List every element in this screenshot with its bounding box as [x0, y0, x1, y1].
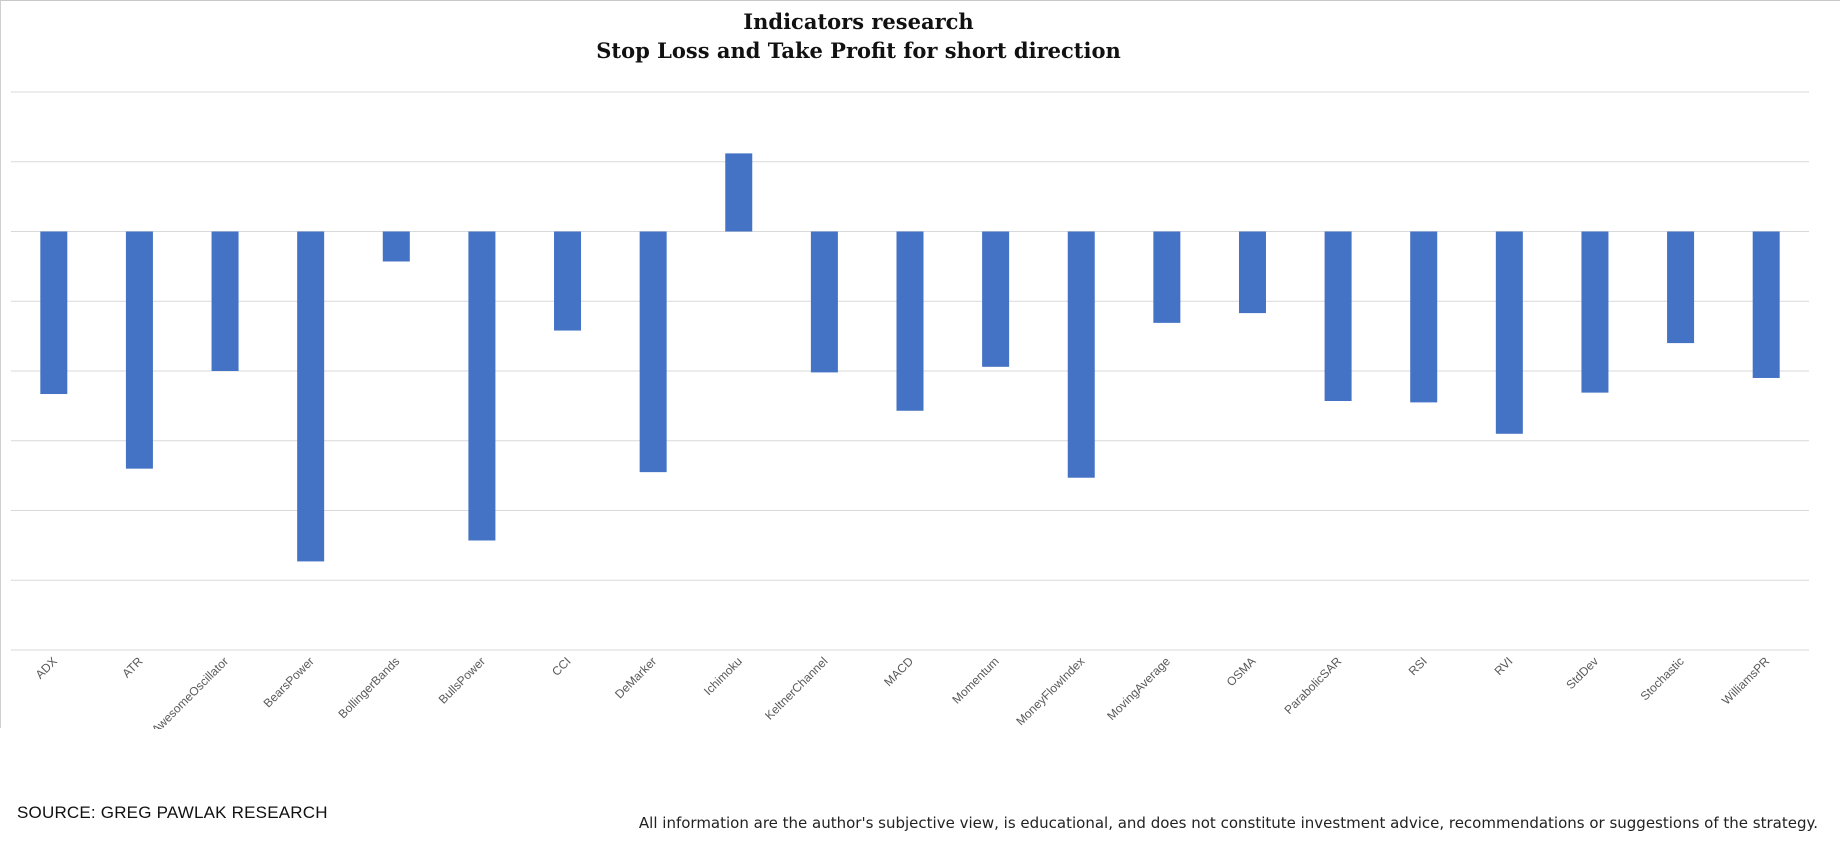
bar-stochastic [1667, 231, 1695, 344]
bar-momentum [982, 231, 1010, 367]
bar-rvi [1495, 231, 1523, 434]
bar-macd [896, 231, 924, 411]
category-label: StdDev [1563, 654, 1601, 692]
category-label: ADX [33, 654, 60, 681]
bar-keltnerchannel [810, 231, 838, 373]
category-label: BullsPower [436, 654, 488, 706]
bars [40, 153, 1780, 562]
bar-ichimoku [725, 153, 753, 232]
category-label: DeMarker [612, 654, 659, 701]
chart-subtitle: Stop Loss and Take Profit for short dire… [596, 38, 1121, 63]
category-label: ParabolicSAR [1281, 654, 1344, 717]
category-label: Stochastic [1638, 654, 1687, 703]
category-label: RSI [1406, 654, 1430, 678]
bar-moneyflowindex [1067, 231, 1095, 478]
category-label: BearsPower [261, 654, 317, 710]
chart-area: ADX ATR AwesomeOscillator BearsPower Bolling… [0, 0, 1840, 729]
category-label: OSMA [1224, 654, 1259, 689]
bar-stddev [1581, 231, 1609, 393]
category-label: BollingerBands [335, 654, 402, 721]
bar-bullspower [468, 231, 496, 541]
bar-adx [40, 231, 68, 395]
bar-williamspr [1752, 231, 1780, 378]
category-label: CCI [549, 654, 574, 679]
chart-title: Indicators research [743, 9, 974, 34]
bar-cci [554, 231, 582, 331]
category-label: MACD [881, 654, 916, 689]
bar-bearspower [297, 231, 325, 562]
category-label: Momentum [949, 654, 1001, 706]
source-credit: SOURCE: GREG PAWLAK RESEARCH [17, 803, 328, 822]
bar-atr [125, 231, 153, 469]
bar-parabolicsar [1324, 231, 1352, 401]
bar-demarker [639, 231, 667, 473]
disclaimer-text: All information are the author's subject… [638, 814, 1818, 832]
category-labels: ADX ATR AwesomeOscillator BearsPower Bolling… [33, 654, 1773, 729]
bar-movingaverage [1153, 231, 1181, 323]
category-label: MovingAverage [1104, 654, 1173, 723]
category-label: Ichimoku [701, 654, 745, 698]
category-label: MoneyFlowIndex [1013, 654, 1087, 728]
category-label: ATR [119, 654, 145, 680]
category-label: RVI [1492, 654, 1516, 678]
bar-rsi [1410, 231, 1438, 403]
bar-bollingerbands [382, 231, 410, 262]
category-label: WilliamsPR [1719, 654, 1773, 708]
category-label: AwesomeOscillator [149, 654, 231, 729]
category-label: KeltnerChannel [762, 654, 830, 722]
bar-chart: ADX ATR AwesomeOscillator BearsPower Bolling… [11, 91, 1809, 729]
bar-osma [1238, 231, 1266, 314]
bar-awesomeoscillator [211, 231, 239, 371]
